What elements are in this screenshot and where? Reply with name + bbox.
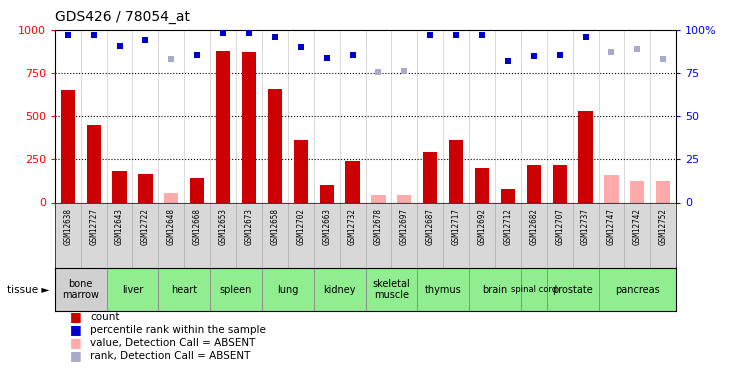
Bar	[521, 268, 547, 311]
Text: GSM12712: GSM12712	[504, 208, 512, 245]
Text: GSM12722: GSM12722	[141, 208, 150, 245]
Text: brain: brain	[482, 285, 507, 295]
Text: count: count	[90, 312, 119, 322]
Bar	[268, 88, 282, 202]
Bar	[211, 268, 262, 311]
Bar	[164, 193, 178, 202]
Bar	[159, 268, 211, 311]
Text: spinal cord: spinal cord	[511, 285, 557, 294]
Text: GSM12682: GSM12682	[529, 208, 538, 245]
Text: GSM12692: GSM12692	[477, 208, 487, 245]
Bar	[605, 175, 618, 202]
Text: GDS426 / 78054_at: GDS426 / 78054_at	[55, 10, 190, 24]
Text: GSM12747: GSM12747	[607, 208, 616, 245]
Bar	[314, 268, 366, 311]
Text: prostate: prostate	[552, 285, 593, 295]
Text: bone
marrow: bone marrow	[62, 279, 99, 300]
Text: ■: ■	[69, 323, 81, 336]
Bar	[366, 268, 417, 311]
Bar	[469, 268, 520, 311]
Text: GSM12732: GSM12732	[348, 208, 357, 245]
Bar	[319, 185, 334, 202]
Bar	[501, 189, 515, 202]
Bar	[553, 165, 567, 202]
Bar	[61, 90, 75, 202]
Bar	[547, 268, 599, 311]
Text: GSM12737: GSM12737	[581, 208, 590, 245]
Bar	[423, 152, 437, 202]
Bar	[397, 195, 412, 202]
Text: GSM12648: GSM12648	[167, 208, 176, 245]
Bar	[630, 181, 645, 203]
Text: GSM12687: GSM12687	[425, 208, 435, 245]
Bar	[475, 168, 489, 202]
Text: kidney: kidney	[323, 285, 356, 295]
Bar	[242, 53, 256, 202]
Text: GSM12643: GSM12643	[115, 208, 124, 245]
Text: tissue ►: tissue ►	[7, 285, 50, 295]
Text: GSM12673: GSM12673	[244, 208, 254, 245]
Text: GSM12697: GSM12697	[400, 208, 409, 245]
Bar	[107, 268, 159, 311]
Text: ■: ■	[69, 310, 81, 323]
Bar	[86, 125, 101, 202]
Text: GSM12702: GSM12702	[296, 208, 306, 245]
Bar	[138, 174, 153, 202]
Bar	[190, 178, 205, 203]
Text: GSM12717: GSM12717	[452, 208, 461, 245]
Text: percentile rank within the sample: percentile rank within the sample	[90, 325, 266, 335]
Bar	[55, 268, 107, 311]
Text: GSM12742: GSM12742	[633, 208, 642, 245]
Bar	[371, 195, 385, 202]
Text: lung: lung	[277, 285, 298, 295]
Text: GSM12668: GSM12668	[193, 208, 202, 245]
Text: skeletal
muscle: skeletal muscle	[373, 279, 410, 300]
Bar	[449, 140, 463, 202]
Text: thymus: thymus	[425, 285, 461, 295]
Text: pancreas: pancreas	[615, 285, 659, 295]
Bar	[113, 171, 126, 202]
Bar	[578, 111, 593, 202]
Bar	[656, 181, 670, 203]
Text: GSM12678: GSM12678	[374, 208, 383, 245]
Text: GSM12727: GSM12727	[89, 208, 98, 245]
Text: liver: liver	[122, 285, 143, 295]
Text: GSM12638: GSM12638	[64, 208, 72, 245]
Text: value, Detection Call = ABSENT: value, Detection Call = ABSENT	[90, 338, 255, 348]
Text: ■: ■	[69, 336, 81, 349]
Text: GSM12752: GSM12752	[659, 208, 667, 245]
Bar	[294, 140, 308, 202]
Text: spleen: spleen	[220, 285, 252, 295]
Text: rank, Detection Call = ABSENT: rank, Detection Call = ABSENT	[90, 351, 250, 361]
Text: ■: ■	[69, 349, 81, 362]
Bar	[599, 268, 676, 311]
Text: GSM12653: GSM12653	[219, 208, 227, 245]
Bar	[346, 161, 360, 202]
Bar	[526, 165, 541, 202]
Bar	[262, 268, 314, 311]
Bar	[417, 268, 469, 311]
Bar	[216, 51, 230, 202]
Text: heart: heart	[171, 285, 197, 295]
Text: GSM12658: GSM12658	[270, 208, 279, 245]
Text: GSM12663: GSM12663	[322, 208, 331, 245]
Text: GSM12707: GSM12707	[555, 208, 564, 245]
